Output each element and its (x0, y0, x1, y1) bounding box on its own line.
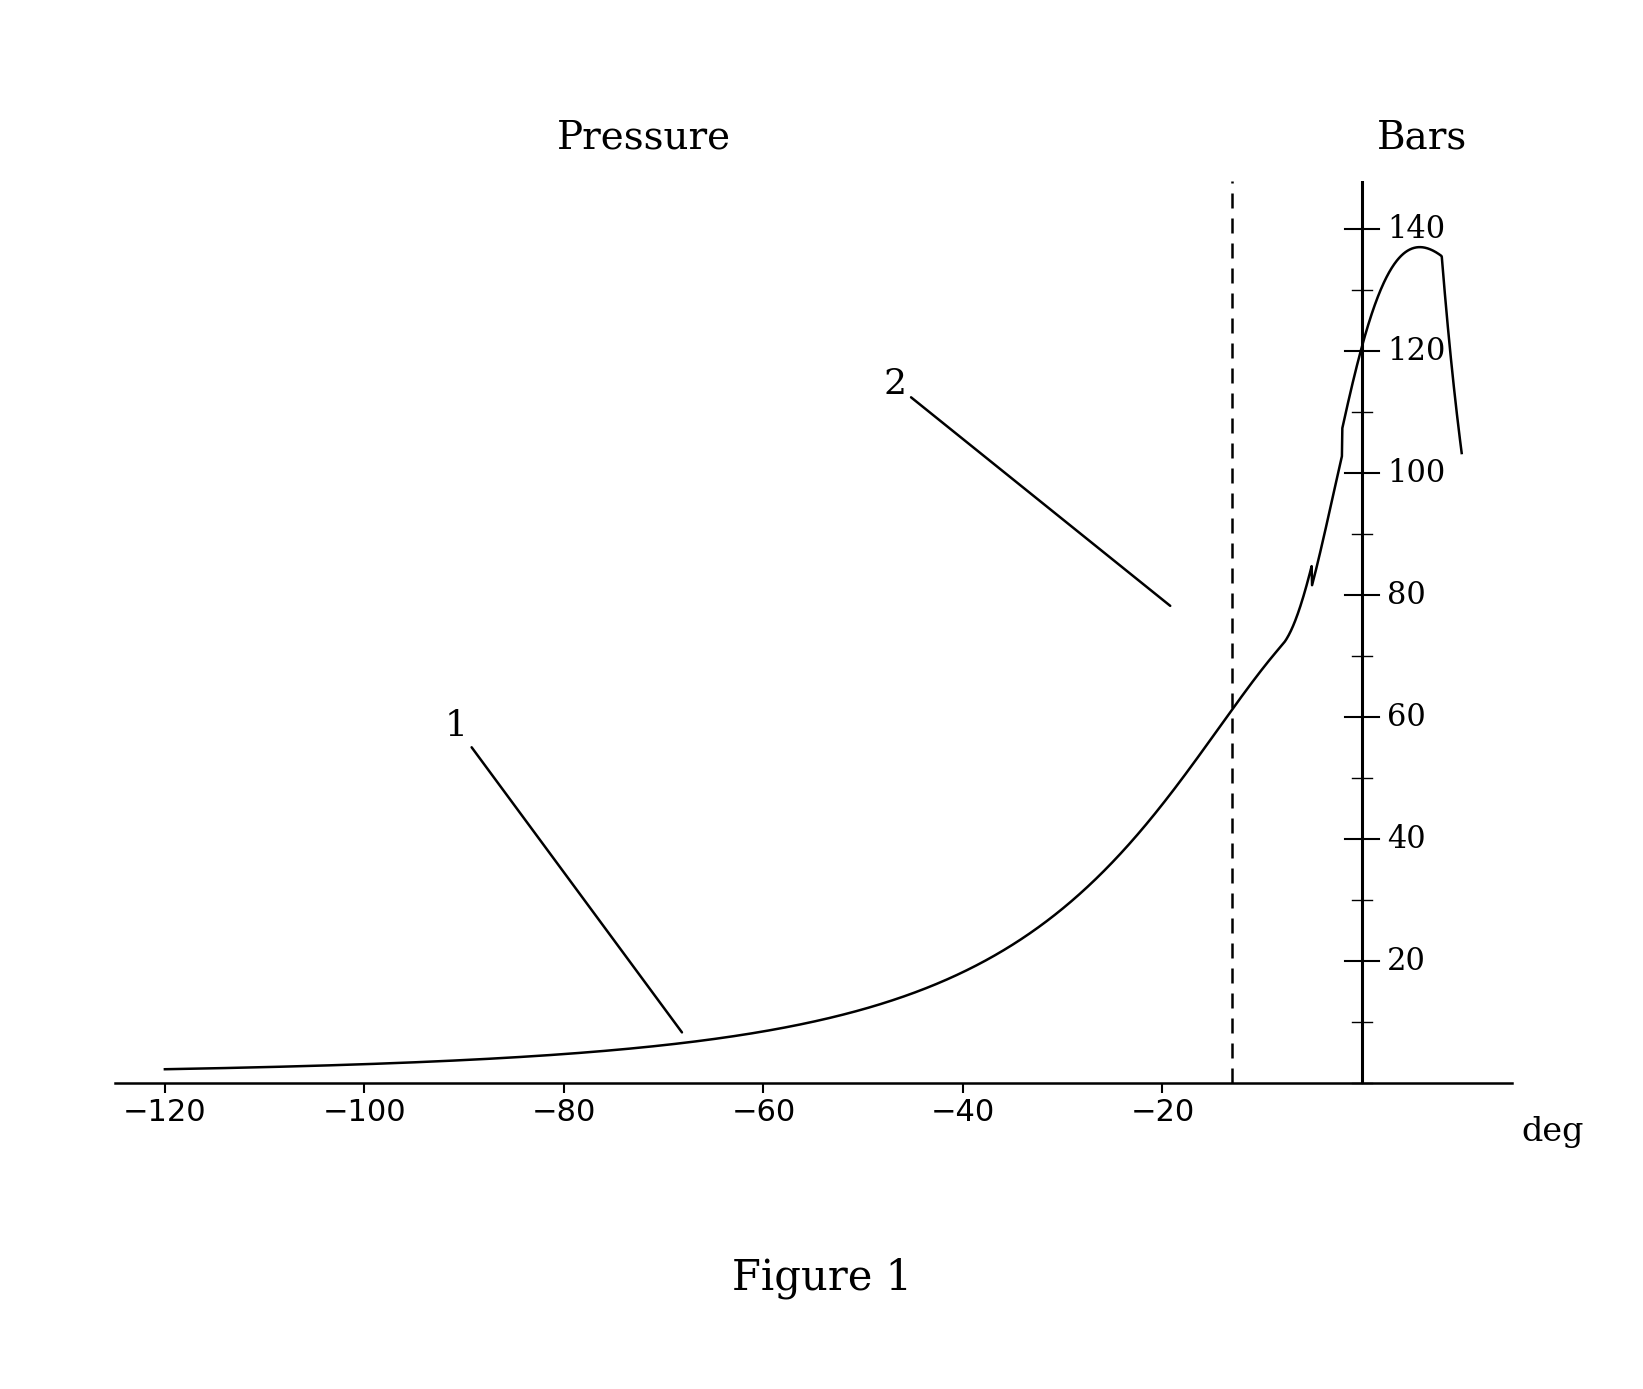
Text: 80: 80 (1387, 579, 1426, 611)
Text: 140: 140 (1387, 214, 1446, 244)
Text: Pressure: Pressure (557, 119, 731, 156)
Text: 2: 2 (882, 367, 1170, 606)
Text: Figure 1: Figure 1 (731, 1257, 912, 1299)
Text: 120: 120 (1387, 336, 1446, 367)
Text: 40: 40 (1387, 824, 1426, 854)
Text: Bars: Bars (1377, 119, 1467, 156)
Text: 1: 1 (444, 708, 682, 1032)
Text: 100: 100 (1387, 458, 1446, 489)
Text: 20: 20 (1387, 946, 1426, 976)
Text: 60: 60 (1387, 701, 1426, 733)
Text: deg: deg (1521, 1117, 1584, 1149)
